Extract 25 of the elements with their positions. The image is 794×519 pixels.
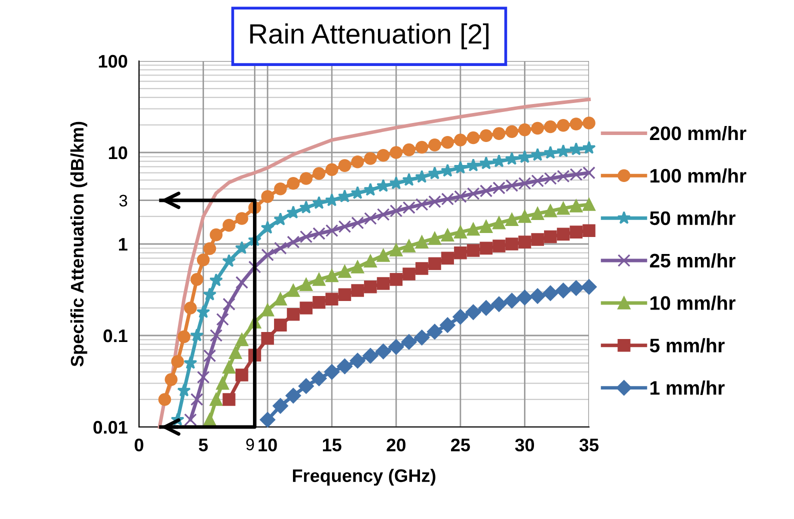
y-tick-label: 3	[119, 194, 128, 207]
legend-label: 100 mm/hr	[650, 168, 746, 183]
y-tick-label: 0.1	[104, 329, 128, 342]
x-tick-label: 20	[386, 438, 406, 452]
x-tick-label: 5	[198, 438, 208, 452]
y-axis-title: Specific Attenuation (dB/km)	[70, 122, 88, 367]
legend-label: 5 mm/hr	[650, 338, 725, 353]
chart-title: Rain Attenuation [2]	[250, 23, 488, 50]
legend-label: 25 mm/hr	[650, 253, 736, 268]
x-tick-label: 15	[322, 438, 342, 452]
x-tick-label: 35	[579, 438, 599, 452]
y-tick-label: 0.01	[93, 420, 128, 434]
legend-label: 10 mm/hr	[650, 296, 736, 310]
x-tick-label: 0	[134, 438, 144, 452]
legend-label: 200 mm/hr	[650, 126, 746, 140]
x-tick-label: 10	[258, 438, 277, 452]
legend-label: 1 mm/hr	[650, 380, 725, 396]
x-tick-label: 9	[246, 438, 254, 450]
x-axis-title: Frequency (GHz)	[292, 468, 436, 486]
x-tick-label: 25	[451, 438, 470, 452]
y-tick-label: 10	[108, 146, 128, 160]
y-tick-label: 1	[118, 238, 128, 251]
x-tick-label: 30	[515, 438, 534, 452]
y-tick-label: 100	[98, 54, 128, 68]
legend-label: 50 mm/hr	[650, 210, 736, 226]
